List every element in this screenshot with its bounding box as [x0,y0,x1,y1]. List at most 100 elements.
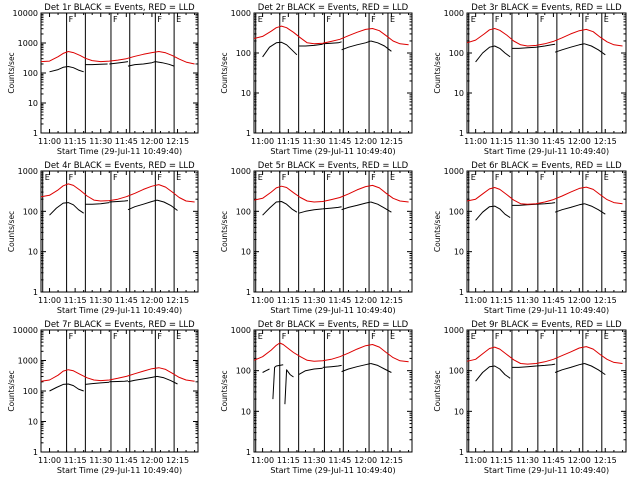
x-tick-label: 12:15 [166,456,189,465]
x-tick-label: 11:15 [490,456,513,465]
x-tick-label: 11:15 [64,296,87,305]
panel-title: Det 8r BLACK = Events, RED = LLD [258,320,409,330]
flag-label: F [371,15,376,24]
flag-label: F [69,332,74,341]
x-tick-label: 12:15 [594,137,617,146]
events-line [584,43,606,56]
y-tick-label: 1000 [444,9,464,18]
events-line [475,205,511,221]
events-line [109,61,129,65]
x-tick-label: 11:00 [38,296,61,305]
flag-label: E [390,15,395,24]
events-line [262,201,298,216]
y-tick-label: 10 [454,248,464,257]
events-line [475,45,511,63]
events-line [370,201,392,213]
lld-line [466,346,623,365]
x-tick-label: 11:45 [328,137,351,146]
flag-label: F [113,173,118,182]
x-tick-label: 12:00 [568,456,591,465]
flag-label: F [113,15,118,24]
y-axis-label: Counts/sec [433,370,442,411]
x-tick-label: 11:00 [251,137,274,146]
x-tick-label: 11:45 [115,137,138,146]
y-tick-label: 100 [236,207,251,216]
flag-label: E [471,173,476,182]
events-line [511,365,537,368]
panel-title: Det 5r BLACK = Events, RED = LLD [258,161,409,171]
flag-label: F [282,332,287,341]
y-tick-label: 10 [28,248,38,257]
y-axis-label: Counts/sec [220,52,229,93]
y-tick-label: 10000 [13,9,38,18]
flag-label: F [69,15,74,24]
flag-label: E [471,332,476,341]
events-line [322,206,342,210]
y-tick-label: 10 [28,418,38,427]
x-tick-label: 11:30 [89,456,112,465]
panel-title: Det 4r BLACK = Events, RED = LLD [44,161,195,171]
y-tick-label: 100 [236,49,251,58]
flag-label: E [471,15,476,24]
lld-line [253,184,409,203]
y-tick-label: 10 [241,89,251,98]
x-axis-label: Start Time (29-Jul-11 10:49:40) [270,147,395,156]
x-axis-label: Start Time (29-Jul-11 10:49:40) [484,147,609,156]
events-line [262,41,298,58]
plot-frame [466,170,627,293]
events-line [584,363,606,376]
flag-label: F [113,332,118,341]
flag-label: E [390,332,395,341]
x-tick-label: 11:15 [277,456,300,465]
x-tick-label: 11:30 [303,296,326,305]
detector-panel-8: Det 8r BLACK = Events, RED = LLD 11:00 11:… [220,320,413,475]
y-tick-label: 10 [28,99,38,108]
y-tick-label: 100 [449,207,464,216]
y-tick-label: 1 [459,288,464,297]
flag-label: F [540,173,545,182]
x-tick-label: 11:45 [542,296,565,305]
y-tick-label: 1000 [18,39,38,48]
y-tick-label: 1 [246,288,251,297]
events-line [298,367,323,376]
x-tick-label: 11:45 [115,296,138,305]
events-line [341,363,371,373]
x-tick-label: 12:00 [140,296,163,305]
x-tick-label: 11:45 [115,456,138,465]
x-tick-label: 11:00 [464,456,487,465]
x-tick-label: 12:15 [594,296,617,305]
events-line [49,383,84,392]
lld-line [40,51,195,65]
y-tick-label: 100 [449,367,464,376]
x-axis-label: Start Time (29-Jul-11 10:49:40) [270,306,395,315]
flag-label: E [604,332,609,341]
events-line [584,203,606,215]
flag-label: F [540,332,545,341]
x-tick-label: 12:00 [568,296,591,305]
events-line [554,203,585,213]
events-line [475,365,511,382]
x-tick-label: 11:30 [516,137,539,146]
lld-line [253,25,409,46]
x-tick-label: 11:15 [490,137,513,146]
flag-label: F [282,15,287,24]
x-tick-label: 11:00 [251,456,274,465]
x-tick-label: 12:00 [140,137,163,146]
x-tick-label: 11:30 [516,456,539,465]
flag-label: F [371,332,376,341]
x-tick-label: 11:30 [89,296,112,305]
y-axis-label: Counts/sec [7,211,16,252]
y-tick-label: 1 [246,129,251,138]
flag-label: F [326,15,331,24]
flag-label: F [326,173,331,182]
lld-line [466,186,623,205]
flag-label: E [604,173,609,182]
y-tick-label: 1 [33,288,38,297]
